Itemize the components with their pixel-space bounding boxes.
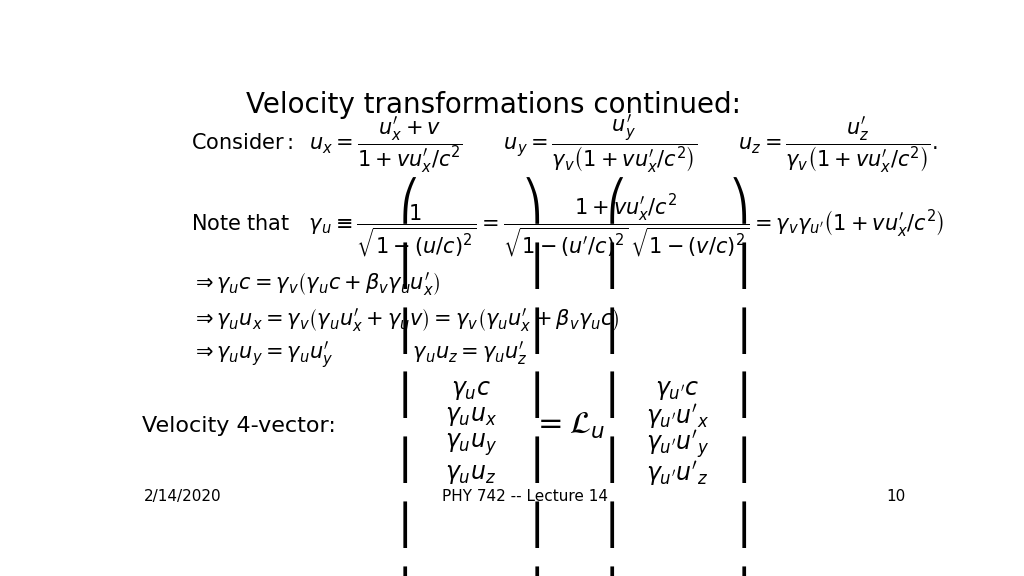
Text: ⎞
⎟
⎟
⎟
⎟
⎟
⎟
⎠: ⎞ ⎟ ⎟ ⎟ ⎟ ⎟ ⎟ ⎠: [523, 177, 543, 576]
Text: 2/14/2020: 2/14/2020: [143, 489, 221, 504]
Text: $\Rightarrow \gamma_u u_x = \gamma_v\left(\gamma_u u^{\prime}_x + \gamma_u v\rig: $\Rightarrow \gamma_u u_x = \gamma_v\lef…: [191, 306, 621, 334]
Text: $\gamma_{u'} c$: $\gamma_{u'} c$: [655, 377, 699, 401]
Text: $= \mathcal{L}_u$: $= \mathcal{L}_u$: [531, 411, 605, 441]
Text: ⎛
⎜
⎜
⎜
⎜
⎜
⎜
⎝: ⎛ ⎜ ⎜ ⎜ ⎜ ⎜ ⎜ ⎝: [606, 177, 626, 576]
Text: $\Rightarrow \gamma_u u_y = \gamma_u u^{\prime}_y \qquad\qquad \gamma_u u_z = \g: $\Rightarrow \gamma_u u_y = \gamma_u u^{…: [191, 340, 528, 371]
Text: $\gamma_{u'} u'_x$: $\gamma_{u'} u'_x$: [645, 402, 709, 430]
Text: $\gamma_u c$: $\gamma_u c$: [451, 377, 490, 401]
Text: ⎞
⎟
⎟
⎟
⎟
⎟
⎟
⎠: ⎞ ⎟ ⎟ ⎟ ⎟ ⎟ ⎟ ⎠: [729, 177, 749, 576]
Text: Velocity transformations continued:: Velocity transformations continued:: [246, 92, 740, 119]
Text: $\gamma_u u_z$: $\gamma_u u_z$: [445, 462, 497, 486]
Text: 10: 10: [887, 489, 905, 504]
Text: $\Rightarrow \gamma_u c = \gamma_v\left(\gamma_u c + \beta_v\gamma_u u^{\prime}_: $\Rightarrow \gamma_u c = \gamma_v\left(…: [191, 270, 440, 298]
Text: Velocity 4-vector:: Velocity 4-vector:: [142, 416, 336, 436]
Text: ⎛
⎜
⎜
⎜
⎜
⎜
⎜
⎝: ⎛ ⎜ ⎜ ⎜ ⎜ ⎜ ⎜ ⎝: [400, 177, 420, 576]
Text: $\gamma_{u'} u'_z$: $\gamma_{u'} u'_z$: [646, 460, 709, 488]
Text: $\gamma_u u_x$: $\gamma_u u_x$: [444, 404, 497, 428]
Text: PHY 742 -- Lecture 14: PHY 742 -- Lecture 14: [441, 489, 608, 504]
Text: $\mathrm{Consider:}\;\; u_x = \dfrac{u^{\prime}_x + v}{1 + vu^{\prime}_x/c^2} \q: $\mathrm{Consider:}\;\; u_x = \dfrac{u^{…: [191, 113, 938, 176]
Text: $\gamma_{u'} u'_y$: $\gamma_{u'} u'_y$: [645, 429, 709, 461]
Text: $\mathrm{Note\;that} \quad \gamma_u \equiv \dfrac{1}{\sqrt{1-(u/c)^2}} = \dfrac{: $\mathrm{Note\;that} \quad \gamma_u \equ…: [191, 193, 945, 260]
Text: $\gamma_u u_y$: $\gamma_u u_y$: [444, 431, 497, 458]
